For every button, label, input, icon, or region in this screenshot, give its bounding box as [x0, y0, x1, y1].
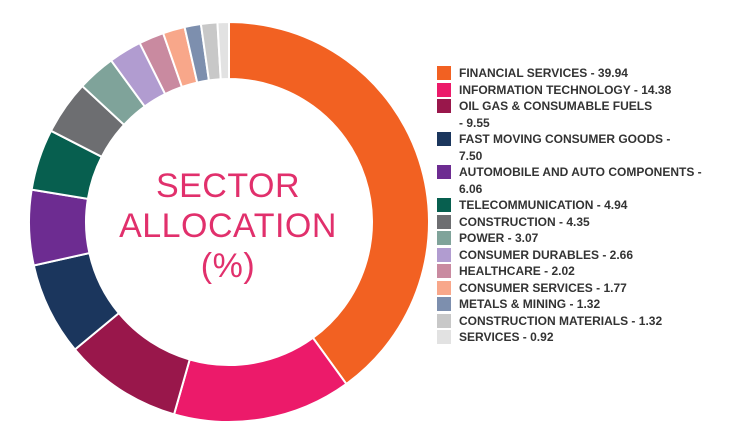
- legend-item-9: CONSUMER DURABLES - 2.66: [437, 247, 742, 264]
- legend-swatch: [437, 231, 451, 245]
- chart-title-line-3: (%): [200, 247, 256, 285]
- legend-swatch: [437, 198, 451, 212]
- chart-title: SECTOR ALLOCATION (%): [95, 166, 361, 286]
- legend-label: INFORMATION TECHNOLOGY - 14.38: [459, 82, 672, 97]
- legend-swatch: [437, 330, 451, 344]
- legend-label: FAST MOVING CONSUMER GOODS -7.50: [459, 132, 671, 163]
- legend-item-12: METALS & MINING - 1.32: [437, 296, 742, 313]
- legend-item-8: POWER - 3.07: [437, 230, 742, 247]
- donut-chart: [28, 20, 430, 423]
- chart-title-line-2: ALLOCATION: [119, 207, 337, 245]
- legend-label: OIL GAS & CONSUMABLE FUELS - 9.55: [459, 99, 653, 130]
- legend-swatch: [437, 280, 451, 295]
- legend-label: FINANCIAL SERVICES - 39.94: [459, 66, 628, 80]
- legend-swatch: [437, 66, 451, 80]
- legend-item-6: TELECOMMUNICATION - 4.94: [437, 197, 742, 214]
- pie-slice-14: [216, 20, 230, 81]
- legend-item-4: FAST MOVING CONSUMER GOODS -7.50: [437, 131, 742, 164]
- legend-item-2: INFORMATION TECHNOLOGY - 14.38: [437, 82, 742, 99]
- legend-swatch: [437, 264, 451, 278]
- legend-label: CONSTRUCTION MATERIALS - 1.32: [459, 313, 663, 328]
- legend-label: POWER - 3.07: [459, 231, 539, 245]
- legend-swatch: [437, 132, 451, 146]
- legend-label: HEALTHCARE - 2.02: [459, 264, 575, 278]
- pie-slice-1: [228, 20, 430, 386]
- legend-swatch: [437, 313, 451, 328]
- legend-item-1: FINANCIAL SERVICES - 39.94: [437, 65, 742, 82]
- legend-label: CONSTRUCTION - 4.35: [459, 214, 590, 229]
- legend-item-14: SERVICES - 0.92: [437, 329, 742, 346]
- legend-swatch: [437, 165, 451, 179]
- legend-swatch: [437, 82, 451, 97]
- legend-swatch: [437, 214, 451, 229]
- pie-slice-5: [28, 188, 91, 267]
- legend-label: TELECOMMUNICATION - 4.94: [459, 198, 628, 212]
- legend-label: AUTOMOBILE AND AUTO COMPONENTS -6.06: [459, 165, 702, 196]
- legend-item-10: HEALTHCARE - 2.02: [437, 263, 742, 280]
- legend-item-11: CONSUMER SERVICES - 1.77: [437, 280, 742, 297]
- legend-swatch: [437, 297, 451, 311]
- legend-swatch: [437, 99, 451, 113]
- legend-item-13: CONSTRUCTION MATERIALS - 1.32: [437, 313, 742, 330]
- legend-label: CONSUMER DURABLES - 2.66: [459, 247, 634, 262]
- legend-label: CONSUMER SERVICES - 1.77: [459, 280, 627, 295]
- legend-item-3: OIL GAS & CONSUMABLE FUELS - 9.55: [437, 98, 742, 131]
- legend-label: SERVICES - 0.92: [459, 330, 554, 344]
- legend-item-7: CONSTRUCTION - 4.35: [437, 214, 742, 231]
- pie-slice-2: [172, 336, 348, 423]
- legend-item-5: AUTOMOBILE AND AUTO COMPONENTS -6.06: [437, 164, 742, 197]
- legend: FINANCIAL SERVICES - 39.94 INFORMATION TE…: [437, 65, 742, 346]
- legend-swatch: [437, 247, 451, 262]
- chart-title-line-1: SECTOR: [155, 167, 301, 205]
- legend-label: METALS & MINING - 1.32: [459, 297, 601, 311]
